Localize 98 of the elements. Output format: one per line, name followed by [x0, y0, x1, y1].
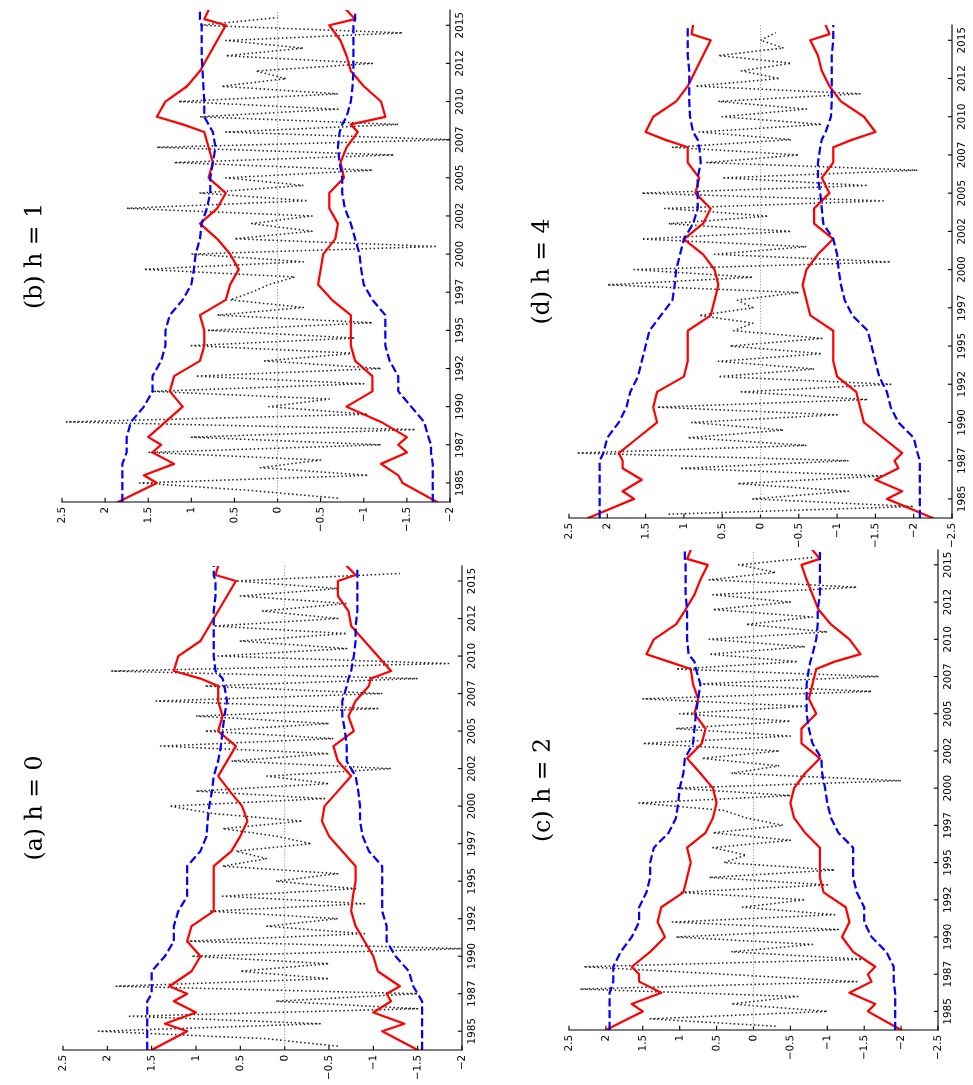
- x-tick-label: −1.5: [859, 1035, 868, 1060]
- x-tick-label: −2.5: [947, 523, 956, 548]
- text: (a) h = 0: [23, 757, 46, 859]
- y-tick-label: 1992: [943, 887, 951, 912]
- y-tick-label: 1997: [943, 812, 951, 838]
- y-tick-label: 1995: [455, 318, 463, 343]
- y-tick-label: 2007: [455, 127, 463, 153]
- x-tick-label: −0.5: [793, 523, 802, 548]
- y-tick-label: 2007: [943, 664, 951, 689]
- x-tick-label: −1: [832, 523, 840, 538]
- y-tick-label: 1987: [957, 448, 965, 473]
- x-tick-label: 1: [186, 507, 195, 513]
- y-tick-label: 2000: [957, 257, 965, 283]
- y-tick-label: 2015: [943, 552, 951, 578]
- y-tick-label: 1987: [943, 961, 951, 987]
- y-tick-label: 1985: [455, 470, 463, 496]
- y-tick-label: 1987: [467, 981, 475, 1006]
- text: (d) h = 4: [530, 219, 553, 323]
- y-tick-label: 1985: [467, 1018, 475, 1044]
- x-tick-label: −1: [359, 507, 367, 522]
- text: (c) h = 2: [531, 740, 554, 841]
- x-tick-label: 0: [279, 1055, 288, 1061]
- x-tick-label: 1: [191, 1055, 199, 1061]
- x-tick-label: 2.5: [564, 1035, 573, 1051]
- y-tick-label: 2005: [467, 718, 475, 744]
- y-tick-label: 2005: [455, 165, 463, 191]
- x-tick-label: −1: [822, 1035, 831, 1050]
- x-tick-label: 2: [102, 1055, 111, 1061]
- y-tick-label: 2002: [455, 203, 463, 229]
- y-tick-label: 2012: [455, 51, 463, 76]
- x-tick-label: −2: [896, 1035, 904, 1050]
- x-tick-label: 1: [679, 523, 687, 529]
- y-tick-label: 2015: [957, 27, 965, 53]
- y-tick-label: 2005: [957, 180, 965, 206]
- x-tick-label: −2: [445, 507, 453, 522]
- y-tick-label: 1990: [943, 924, 951, 950]
- x-tick-label: 1.5: [143, 507, 152, 523]
- y-tick-label: 1992: [455, 356, 463, 381]
- x-tick-label: 1.5: [640, 523, 649, 539]
- x-tick-label: 2.5: [58, 1055, 67, 1071]
- x-tick-label: 2: [601, 1035, 609, 1041]
- x-tick-label: −1: [368, 1055, 377, 1070]
- y-tick-label: 1995: [467, 868, 475, 894]
- x-tick-label: −2: [908, 523, 917, 538]
- x-tick-label: −0.5: [315, 507, 324, 532]
- x-tick-label: 1.5: [146, 1055, 155, 1071]
- y-tick-label: 2002: [467, 756, 475, 782]
- y-tick-label: 1995: [957, 333, 965, 359]
- y-tick-label: 1990: [957, 409, 965, 435]
- x-tick-label: 0: [755, 523, 764, 529]
- y-tick-label: 2005: [943, 701, 951, 727]
- y-tick-label: 2010: [467, 643, 475, 669]
- y-tick-label: 1997: [467, 831, 475, 856]
- y-tick-label: 2002: [943, 738, 951, 764]
- y-tick-label: 2015: [455, 12, 463, 38]
- y-tick-label: 2015: [467, 568, 475, 594]
- y-tick-label: 2012: [943, 589, 951, 615]
- y-tick-label: 1995: [943, 850, 951, 875]
- x-tick-label: 0.5: [711, 1035, 720, 1051]
- x-tick-label: 2: [602, 523, 611, 529]
- x-tick-label: 0.5: [717, 523, 726, 539]
- y-tick-label: 2010: [957, 104, 965, 130]
- y-tick-label: 2010: [455, 88, 463, 115]
- x-tick-label: −0.5: [324, 1055, 333, 1080]
- y-tick-label: 2000: [943, 775, 951, 801]
- y-tick-label: 2012: [957, 66, 965, 91]
- y-tick-label: 1987: [455, 432, 463, 457]
- x-tick-label: 1: [674, 1035, 683, 1041]
- y-tick-label: 1990: [455, 394, 463, 419]
- y-tick-label: 1997: [957, 295, 965, 320]
- x-tick-label: 0.5: [235, 1055, 244, 1071]
- x-tick-label: −1.5: [412, 1055, 421, 1080]
- x-tick-label: 2.5: [57, 507, 66, 523]
- x-tick-label: −2.5: [933, 1035, 942, 1060]
- y-tick-label: 2007: [957, 142, 965, 168]
- y-tick-label: 2012: [467, 606, 475, 632]
- x-tick-label: 0.5: [229, 507, 238, 523]
- y-tick-label: 1992: [467, 906, 475, 931]
- y-tick-label: 2010: [943, 626, 951, 652]
- text: (b) h = 1: [23, 206, 46, 308]
- y-tick-label: 2000: [455, 241, 463, 267]
- x-tick-label: −2: [457, 1055, 465, 1070]
- x-tick-label: 0: [272, 507, 281, 513]
- y-tick-label: 2007: [467, 681, 475, 707]
- y-tick-label: 1985: [943, 999, 951, 1024]
- x-tick-label: 2.5: [564, 523, 573, 539]
- x-tick-label: 2: [100, 507, 108, 513]
- y-tick-label: 1985: [957, 486, 965, 511]
- y-tick-label: 2002: [957, 219, 965, 244]
- y-tick-label: 2000: [467, 793, 475, 819]
- x-tick-label: 0: [748, 1035, 757, 1041]
- x-tick-label: −0.5: [785, 1035, 794, 1060]
- x-tick-label: −1.5: [870, 523, 879, 548]
- x-tick-label: 1.5: [638, 1035, 646, 1051]
- y-tick-label: 1997: [455, 279, 463, 305]
- x-tick-label: −1.5: [402, 507, 410, 532]
- y-tick-label: 1990: [467, 943, 475, 969]
- y-tick-label: 1992: [957, 372, 965, 397]
